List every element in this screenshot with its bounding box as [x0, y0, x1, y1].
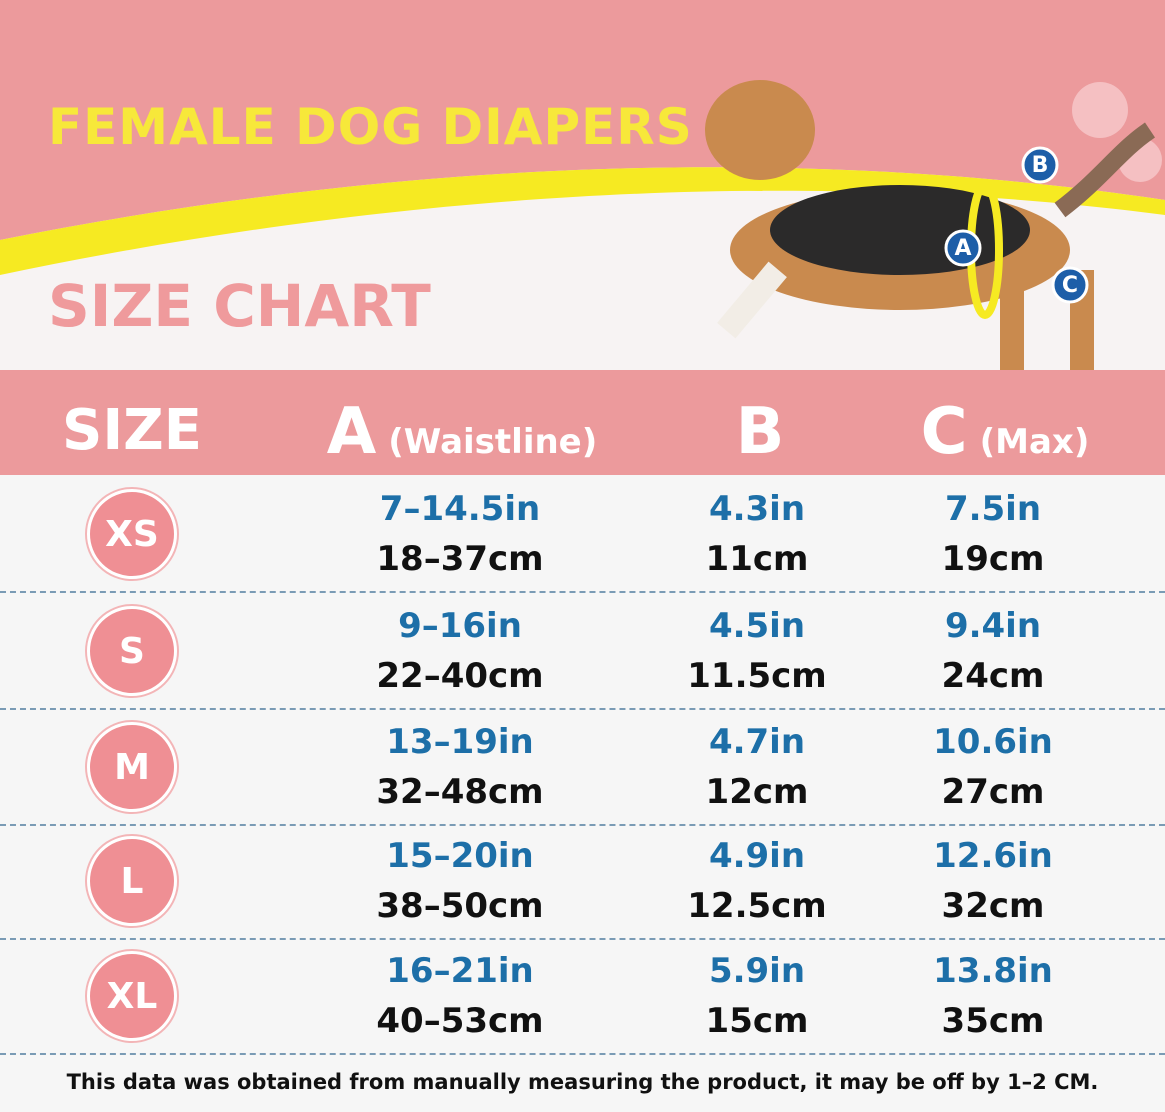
cm-value: 40–53cm: [376, 1001, 544, 1041]
column-label: SIZE: [61, 398, 203, 463]
column-note: (Max): [979, 422, 1090, 462]
cm-value: 38–50cm: [376, 886, 544, 926]
dog-leg: [717, 261, 787, 339]
row-separator: [0, 1053, 1165, 1055]
column-header: A (Waistline): [327, 395, 598, 469]
paw: [1072, 82, 1128, 138]
inch-value: 15–20in: [386, 836, 534, 876]
inch-value: 9.4in: [944, 606, 1042, 646]
marker-label: A: [954, 236, 971, 261]
column-header: C (Max): [921, 395, 1090, 469]
cm-value: 11.5cm: [687, 656, 827, 696]
cm-value: 15cm: [705, 1001, 809, 1041]
dog-leg: [1000, 280, 1024, 380]
column-header: B: [736, 395, 785, 469]
dog-tail: [1054, 122, 1156, 218]
yellow-swoosh: [0, 167, 1165, 275]
cm-value: 22–40cm: [376, 656, 544, 696]
cm-value: 11cm: [705, 539, 809, 579]
marker-label: B: [1032, 153, 1049, 178]
column-label: A: [326, 395, 377, 469]
size-badge: XS: [87, 489, 177, 579]
column-header: SIZE: [62, 398, 202, 463]
header-art: A B C: [0, 0, 1165, 475]
size-badge: L: [87, 836, 177, 926]
inch-value: 4.9in: [708, 836, 806, 876]
size-badge: M: [87, 722, 177, 812]
size-badge: XL: [87, 951, 177, 1041]
cm-value: 24cm: [941, 656, 1045, 696]
inch-value: 4.7in: [708, 722, 806, 762]
column-note: (Waistline): [388, 422, 598, 462]
inch-value: 16–21in: [386, 951, 534, 991]
table-header-bg: [0, 370, 1165, 475]
marker-label: C: [1062, 273, 1078, 298]
column-label: B: [735, 395, 785, 469]
inch-value: 5.9in: [708, 951, 806, 991]
inch-value: 4.5in: [708, 606, 806, 646]
cm-value: 18–37cm: [376, 539, 544, 579]
row-separator: [0, 938, 1165, 940]
marker: [1021, 146, 1059, 184]
cm-value: 12cm: [705, 772, 809, 812]
inch-value: 7.5in: [944, 489, 1042, 529]
size-badge: S: [87, 606, 177, 696]
cm-value: 35cm: [941, 1001, 1045, 1041]
inch-value: 13.8in: [933, 951, 1053, 991]
footer-note: This data was obtained from manually mea…: [66, 1070, 1099, 1094]
row-separator: [0, 824, 1165, 826]
inch-value: 9–16in: [398, 606, 522, 646]
inch-value: 12.6in: [933, 836, 1053, 876]
column-label: C: [920, 395, 968, 469]
cm-value: 27cm: [941, 772, 1045, 812]
cm-value: 32cm: [941, 886, 1045, 926]
cm-value: 19cm: [941, 539, 1045, 579]
marker: [1051, 266, 1089, 304]
row-separator: [0, 591, 1165, 593]
pink-band: [0, 0, 1165, 240]
cm-value: 12.5cm: [687, 886, 827, 926]
marker: [944, 229, 982, 267]
cm-value: 32–48cm: [376, 772, 544, 812]
dog-head: [705, 80, 815, 180]
inch-value: 13–19in: [386, 722, 534, 762]
inch-value: 10.6in: [933, 722, 1053, 762]
subtitle: SIZE CHART: [48, 272, 431, 340]
row-separator: [0, 708, 1165, 710]
inch-value: 7–14.5in: [379, 489, 541, 529]
title: FEMALE DOG DIAPERS: [48, 98, 693, 156]
inch-value: 4.3in: [708, 489, 806, 529]
